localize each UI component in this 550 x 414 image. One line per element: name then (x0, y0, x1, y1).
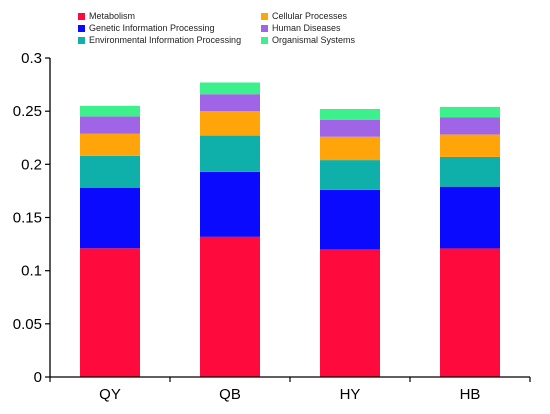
legend-item: Cellular Processes (261, 10, 388, 22)
bar-segment-qy-3 (80, 133, 140, 156)
legend-swatch (78, 36, 85, 44)
legend-swatch (78, 24, 85, 32)
bar-segment-hy-2 (320, 160, 380, 190)
legend-swatch (78, 12, 85, 20)
bar-segment-qb-4 (200, 94, 260, 112)
bar-segment-hb-5 (440, 106, 500, 118)
bar-segment-qy-0 (80, 248, 140, 377)
chart-legend: Metabolism Cellular Processes Genetic Info… (78, 10, 388, 46)
legend-swatch (261, 24, 268, 32)
bar-segment-hy-3 (320, 136, 380, 161)
legend-label: Genetic Information Processing (89, 23, 215, 33)
legend-item: Genetic Information Processing (78, 22, 261, 34)
bar-segment-hy-1 (320, 189, 380, 250)
legend-label: Cellular Processes (272, 11, 348, 21)
bar-segment-qb-5 (200, 82, 260, 95)
y-tick-label: 0.1 (21, 263, 42, 280)
y-tick-label: 0.3 (21, 50, 42, 67)
y-tick-label: 0 (34, 369, 42, 386)
bar-segment-qb-1 (200, 171, 260, 237)
legend-swatch (261, 36, 268, 44)
legend-item: Metabolism (78, 10, 261, 22)
x-tick-label-hb: HB (460, 386, 481, 403)
legend-item: Organismal Systems (261, 34, 388, 46)
bar-segment-hb-0 (440, 248, 500, 377)
bar-segment-qb-2 (200, 135, 260, 172)
y-tick-label: 0.2 (21, 156, 42, 173)
y-tick-label: 0.15 (13, 210, 42, 227)
legend-label: Environmental Information Processing (89, 35, 242, 45)
x-tick-label-qb: QB (219, 386, 241, 403)
bar-segment-hy-0 (320, 249, 380, 377)
bar-segment-hy-4 (320, 119, 380, 137)
bar-segment-qy-1 (80, 187, 140, 249)
y-tick-label: 0.25 (13, 103, 42, 120)
legend-label: Human Diseases (272, 23, 341, 33)
bar-segment-hb-2 (440, 156, 500, 187)
bar-segment-hb-3 (440, 134, 500, 157)
bar-segment-qy-2 (80, 155, 140, 188)
y-tick-label: 0.05 (13, 316, 42, 333)
legend-item: Human Diseases (261, 22, 388, 34)
legend-item: Environmental Information Processing (78, 34, 261, 46)
legend-swatch (261, 12, 268, 20)
bar-segment-hb-4 (440, 117, 500, 135)
x-tick-label-qy: QY (99, 386, 121, 403)
legend-label: Metabolism (89, 11, 136, 21)
bar-segment-qb-3 (200, 111, 260, 136)
bar-segment-qy-5 (80, 105, 140, 117)
bar-segment-hy-5 (320, 109, 380, 120)
x-tick-label-hy: HY (340, 386, 361, 403)
bar-segment-hb-1 (440, 186, 500, 249)
bar-segment-qb-0 (200, 236, 260, 377)
bar-segment-qy-4 (80, 116, 140, 134)
legend-label: Organismal Systems (272, 35, 356, 45)
